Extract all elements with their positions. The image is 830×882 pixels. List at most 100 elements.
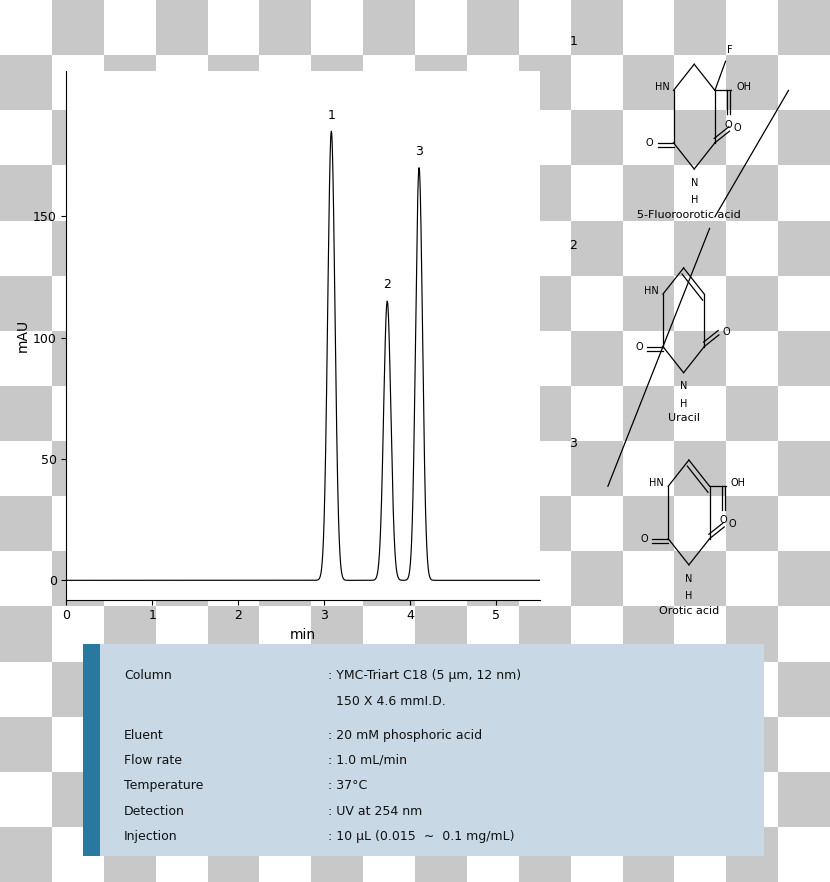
Bar: [675, 551, 726, 607]
Text: 3: 3: [415, 145, 423, 158]
Bar: [726, 386, 779, 441]
Bar: [779, 441, 830, 496]
Text: 150 X 4.6 mmI.D.: 150 X 4.6 mmI.D.: [328, 695, 446, 707]
Bar: [208, 55, 260, 110]
Bar: [622, 496, 675, 551]
Text: OH: OH: [736, 83, 751, 93]
Bar: [104, 275, 156, 331]
Text: Orotic acid: Orotic acid: [659, 606, 719, 616]
Bar: [51, 220, 104, 275]
Bar: [519, 716, 571, 772]
Text: : YMC-Triart C18 (5 μm, 12 nm): : YMC-Triart C18 (5 μm, 12 nm): [328, 669, 521, 683]
Y-axis label: mAU: mAU: [16, 318, 30, 352]
Bar: [104, 55, 156, 110]
Bar: [622, 607, 675, 662]
Text: OH: OH: [731, 478, 746, 489]
Bar: [104, 827, 156, 882]
Bar: [726, 716, 779, 772]
Bar: [311, 496, 364, 551]
Bar: [51, 441, 104, 496]
Bar: [622, 386, 675, 441]
Bar: [104, 716, 156, 772]
Bar: [208, 386, 260, 441]
Bar: [156, 331, 208, 386]
Text: 2: 2: [569, 239, 577, 252]
Bar: [0, 275, 51, 331]
Bar: [83, 644, 100, 856]
Text: O: O: [635, 341, 643, 352]
Bar: [519, 607, 571, 662]
Bar: [726, 496, 779, 551]
Text: H: H: [686, 591, 692, 601]
Bar: [208, 275, 260, 331]
Bar: [466, 220, 519, 275]
Bar: [779, 551, 830, 607]
Text: O: O: [734, 123, 741, 133]
Bar: [466, 110, 519, 166]
Bar: [156, 662, 208, 716]
Bar: [466, 551, 519, 607]
Bar: [156, 772, 208, 827]
Bar: [519, 275, 571, 331]
Bar: [779, 662, 830, 716]
Text: O: O: [646, 138, 653, 148]
Text: : 10 μL (0.015  ∼  0.1 mg/mL): : 10 μL (0.015 ∼ 0.1 mg/mL): [328, 830, 515, 843]
Text: HN: HN: [655, 83, 670, 93]
Bar: [311, 275, 364, 331]
Bar: [726, 827, 779, 882]
Bar: [466, 441, 519, 496]
Bar: [466, 331, 519, 386]
Text: Flow rate: Flow rate: [124, 754, 182, 767]
Bar: [675, 662, 726, 716]
Bar: [260, 551, 311, 607]
Text: O: O: [725, 119, 732, 130]
Bar: [51, 772, 104, 827]
Bar: [415, 827, 466, 882]
Text: Uracil: Uracil: [667, 414, 700, 423]
Bar: [519, 55, 571, 110]
Bar: [622, 166, 675, 220]
Bar: [0, 55, 51, 110]
Text: HN: HN: [644, 287, 659, 296]
Bar: [779, 110, 830, 166]
Bar: [208, 827, 260, 882]
Bar: [675, 220, 726, 275]
Bar: [779, 772, 830, 827]
Text: N: N: [686, 573, 692, 584]
Text: O: O: [728, 519, 736, 529]
Text: Eluent: Eluent: [124, 729, 164, 742]
Bar: [364, 441, 415, 496]
Bar: [260, 220, 311, 275]
Bar: [51, 0, 104, 55]
Text: : 37°C: : 37°C: [328, 780, 367, 792]
Bar: [415, 496, 466, 551]
Bar: [0, 166, 51, 220]
Bar: [260, 331, 311, 386]
Bar: [571, 662, 622, 716]
Bar: [311, 55, 364, 110]
Bar: [260, 110, 311, 166]
Text: O: O: [723, 327, 730, 337]
Bar: [156, 0, 208, 55]
Text: Temperature: Temperature: [124, 780, 203, 792]
Text: F: F: [727, 46, 733, 56]
Bar: [260, 772, 311, 827]
Bar: [364, 772, 415, 827]
Text: 3: 3: [569, 437, 577, 450]
Text: : 20 mM phosphoric acid: : 20 mM phosphoric acid: [328, 729, 482, 742]
Bar: [726, 55, 779, 110]
Text: Column: Column: [124, 669, 172, 683]
Bar: [779, 0, 830, 55]
Text: N: N: [680, 381, 687, 392]
Bar: [726, 275, 779, 331]
Bar: [466, 662, 519, 716]
FancyBboxPatch shape: [83, 644, 764, 856]
Bar: [519, 496, 571, 551]
Bar: [415, 275, 466, 331]
Bar: [622, 827, 675, 882]
Bar: [415, 386, 466, 441]
Bar: [104, 386, 156, 441]
Bar: [156, 551, 208, 607]
Bar: [260, 0, 311, 55]
Bar: [675, 772, 726, 827]
